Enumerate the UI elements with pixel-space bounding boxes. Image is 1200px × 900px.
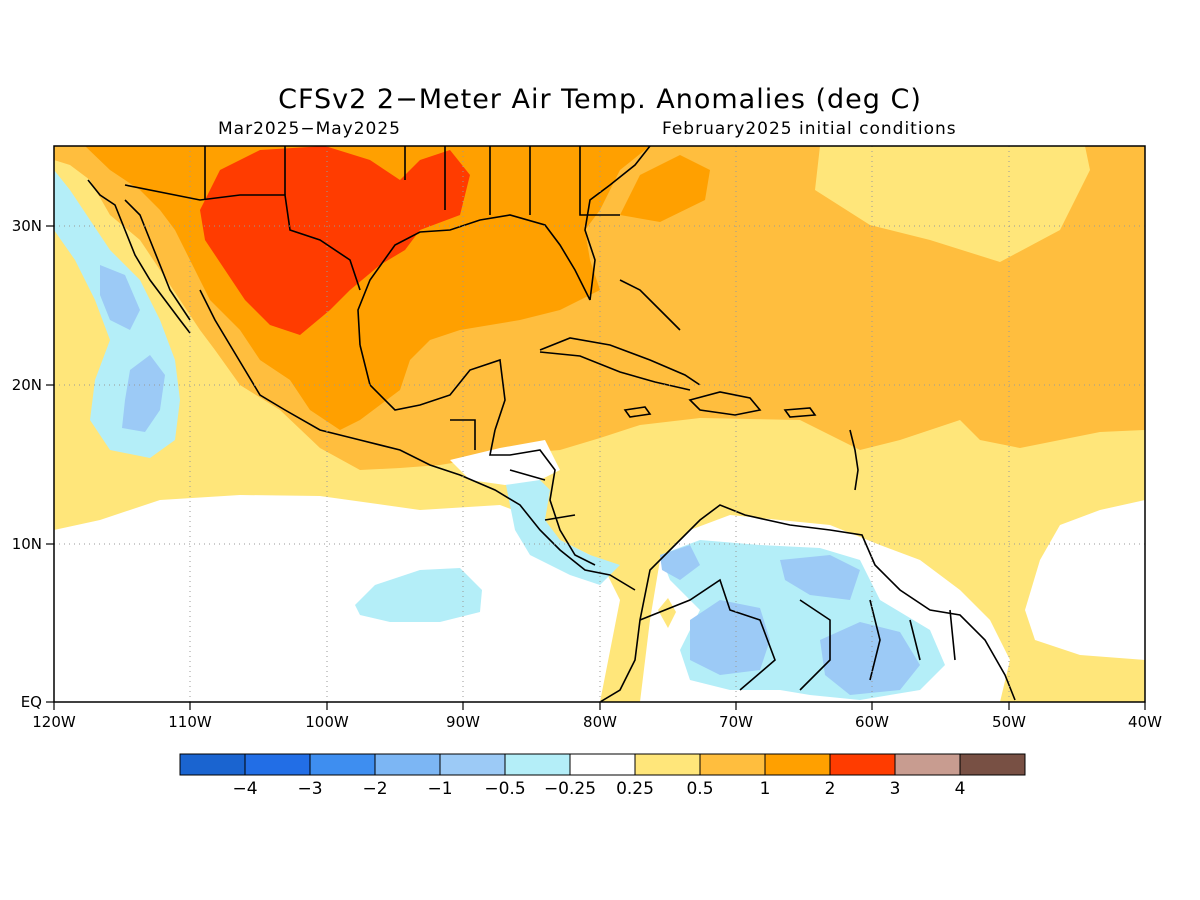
x-tick-label: 60W	[855, 713, 889, 731]
colorbar-swatch	[634, 753, 701, 776]
colorbar-tick-label: 3	[890, 779, 901, 799]
colorbar-swatch	[244, 753, 311, 776]
x-axis-labels: 120W 110W 100W 90W 80W 70W 60W 50W 40W	[32, 713, 1162, 731]
colorbar-tick-label: 0.25	[616, 779, 654, 799]
colorbar-swatch	[439, 753, 506, 776]
colorbar-tick-label: 0.5	[686, 779, 713, 799]
border-central-america	[450, 419, 576, 521]
border-us-states	[204, 146, 620, 216]
x-tick-label: 100W	[305, 713, 349, 731]
anomaly-zone-neg1-colombia	[660, 545, 700, 580]
x-tick-label: 110W	[168, 713, 212, 731]
coastline-puerto-rico	[783, 407, 817, 418]
axis-ticks	[46, 225, 1146, 710]
coastline-mexico-pacific	[199, 289, 636, 591]
anomaly-zone-neg1-baja	[100, 265, 140, 330]
colorbar-tick-label: 4	[955, 779, 966, 799]
x-tick-label: 70W	[719, 713, 753, 731]
colorbar-tick-label: −4	[232, 779, 257, 799]
border-us-mexico	[124, 184, 361, 291]
anomaly-zone-neutral-pacific	[54, 495, 620, 702]
x-tick-label: 80W	[583, 713, 617, 731]
coastline-cuba	[539, 337, 701, 391]
colorbar-tick-label: −3	[297, 779, 322, 799]
coastline-gulf-of-mexico	[357, 214, 591, 431]
x-tick-label: 50W	[992, 713, 1026, 731]
colorbar-swatch	[374, 753, 441, 776]
anomaly-zone-neg1-baja-south	[122, 355, 165, 432]
y-tick-label: EQ	[21, 693, 42, 711]
colorbar-tick-label: −1	[427, 779, 452, 799]
colorbar-swatch	[764, 753, 831, 776]
coastline-us-atlantic	[584, 146, 651, 301]
anomaly-zone-pos2	[200, 146, 470, 335]
anomaly-zone-neg1-south-america	[690, 600, 770, 675]
anomaly-zone-neg1-venezuela	[780, 555, 860, 600]
anomaly-zone-neg05-central-america	[505, 470, 620, 585]
colorbar-swatch	[699, 753, 766, 776]
anomaly-zone-neg05-pacific-inner	[355, 568, 482, 622]
colorbar-tick-label: 1	[760, 779, 771, 799]
colorbar-swatch	[504, 753, 571, 776]
colorbar-tick-label: −2	[362, 779, 387, 799]
border-south-america	[639, 578, 956, 691]
colorbar-labels: −4 −3 −2 −1 −0.5 −0.25 0.25 0.5 1 2 3 4	[232, 779, 965, 799]
colorbar-tick-label: −0.25	[544, 779, 596, 799]
colorbar-swatch	[829, 753, 896, 776]
coastline-bahamas	[619, 279, 681, 331]
anomaly-zone-pos025-colombia	[658, 598, 676, 628]
forecast-period: Mar2025−May2025	[218, 119, 401, 139]
colorbar-swatch	[179, 753, 246, 776]
coastline-baja-california	[87, 179, 191, 334]
colorbar-swatch	[569, 753, 636, 776]
anomaly-field	[54, 146, 1145, 702]
colorbar-swatch	[959, 753, 1026, 776]
anomaly-zone-neg1-guianas	[820, 622, 920, 695]
x-tick-label: 40W	[1128, 713, 1162, 731]
colorbar-tick-label: 2	[825, 779, 836, 799]
anomaly-zone-pos1-atlantic	[620, 155, 710, 222]
x-tick-label: 90W	[446, 713, 480, 731]
coastline-central-america-caribbean	[489, 429, 596, 566]
colorbar-swatch	[894, 753, 961, 776]
colorbar	[179, 753, 1026, 776]
x-tick-label: 120W	[32, 713, 76, 731]
anomaly-zone-neutral-atlantic	[1025, 500, 1145, 660]
coastline-lesser-antilles	[849, 429, 859, 491]
coastlines	[87, 146, 1016, 702]
y-axis-labels: 30N 20N 10N EQ	[12, 217, 42, 711]
colorbar-tick-label: −0.5	[484, 779, 525, 799]
map-title: CFSv2 2−Meter Air Temp. Anomalies (deg C…	[278, 84, 922, 115]
colorbar-swatch	[309, 753, 376, 776]
gridlines	[54, 146, 1145, 702]
coastline-jamaica	[623, 406, 652, 418]
y-tick-label: 20N	[12, 376, 42, 394]
initial-conditions: February2025 initial conditions	[662, 119, 957, 139]
coastline-hispaniola	[688, 391, 762, 416]
y-tick-label: 30N	[12, 217, 42, 235]
y-tick-label: 10N	[12, 535, 42, 553]
